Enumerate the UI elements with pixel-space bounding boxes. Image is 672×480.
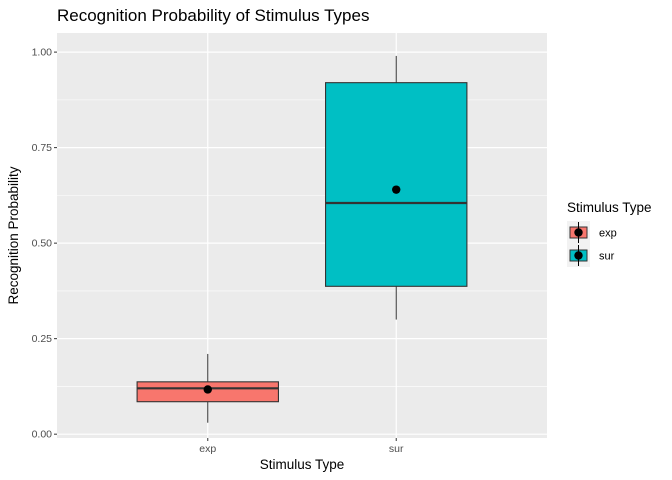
- legend-label: exp: [599, 228, 617, 240]
- legend-label: sur: [599, 251, 615, 263]
- legend: Stimulus Type exp sur: [567, 200, 652, 267]
- y-axis: 0.00 0.25 0.50 0.75 1.00: [32, 47, 57, 441]
- y-tick-label: 1.00: [32, 47, 53, 59]
- y-tick-label: 0.75: [32, 142, 53, 154]
- plot-panel: [57, 33, 547, 438]
- legend-key-point: [574, 251, 583, 260]
- mean-point: [392, 185, 401, 194]
- box-iqr: [325, 82, 468, 287]
- x-tick-label: exp: [199, 443, 216, 455]
- y-axis-title: Recognition Probability: [6, 166, 21, 304]
- legend-item-sur: sur: [567, 244, 615, 267]
- y-tick-label: 0.25: [32, 333, 53, 345]
- legend-item-exp: exp: [567, 221, 617, 244]
- mean-point: [203, 385, 212, 394]
- y-tick-label: 0.50: [32, 238, 53, 250]
- chart-title: Recognition Probability of Stimulus Type…: [57, 6, 369, 25]
- legend-title: Stimulus Type: [567, 200, 652, 215]
- legend-key-point: [574, 228, 583, 237]
- boxplot-exp: [136, 353, 279, 423]
- boxplots: [136, 55, 468, 423]
- y-tick-label: 0.00: [32, 429, 53, 441]
- x-tick-label: sur: [389, 443, 404, 455]
- x-axis-title: Stimulus Type: [260, 457, 345, 472]
- boxplot-sur: [325, 55, 468, 320]
- x-axis: exp sur: [199, 438, 404, 455]
